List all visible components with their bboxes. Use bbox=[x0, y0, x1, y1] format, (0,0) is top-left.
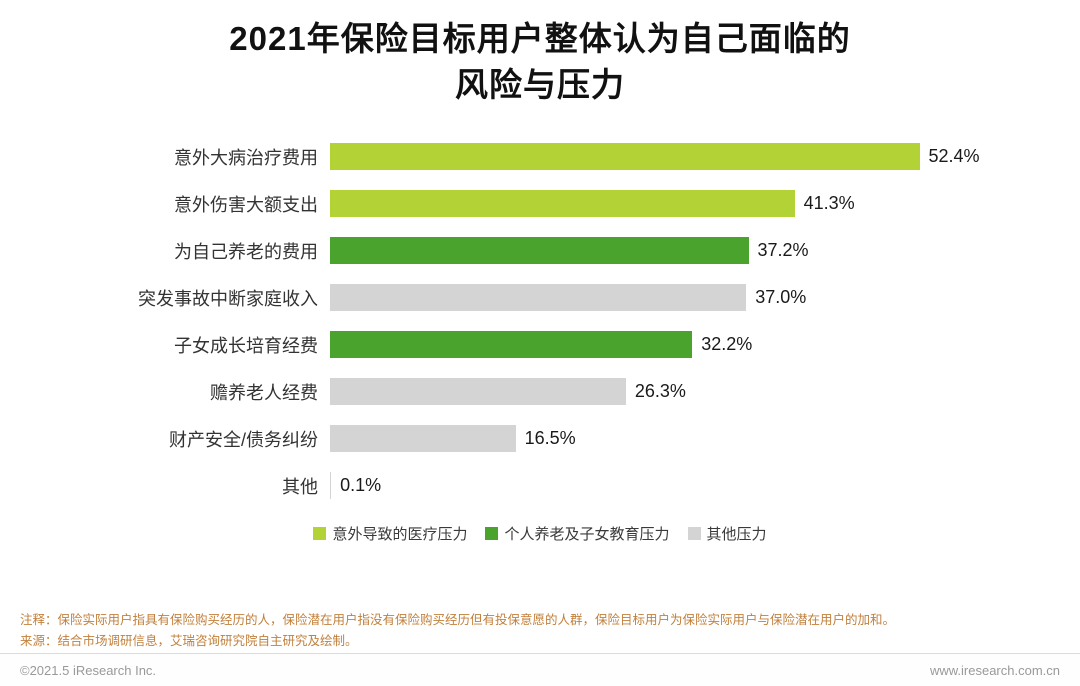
legend-swatch bbox=[313, 527, 327, 541]
category-label: 财产安全/债务纠纷 bbox=[168, 429, 318, 450]
bar-track: 52.4% bbox=[330, 133, 1050, 180]
bar-row: 其他 0.1% bbox=[60, 462, 1050, 509]
value-label: 52.4% bbox=[928, 146, 980, 167]
source-line: 来源：结合市场调研信息，艾瑞咨询研究院自主研究及绘制。 bbox=[20, 633, 358, 648]
bar-row: 财产安全/债务纠纷 16.5% bbox=[60, 415, 1050, 462]
legend-swatch bbox=[485, 527, 499, 541]
footer-website[interactable]: www.iresearch.com.cn bbox=[929, 662, 1060, 678]
legend-label: 意外导致的医疗压力 bbox=[332, 526, 468, 544]
category-label: 子女成长培育经费 bbox=[174, 335, 318, 356]
value-label: 16.5% bbox=[524, 428, 576, 449]
notes-block: 注释：保险实际用户指具有保险购买经历的人，保险潜在用户指没有保险购买经历但有投保… bbox=[20, 610, 1060, 651]
legend-item: 意外导致的医疗压力 bbox=[313, 523, 467, 544]
bar bbox=[330, 190, 795, 218]
bar-row: 子女成长培育经费 32.2% bbox=[60, 321, 1050, 368]
legend-item: 个人养老及子女教育压力 bbox=[485, 523, 670, 544]
category-label: 意外伤害大额支出 bbox=[174, 194, 318, 215]
bar-row: 意外大病治疗费用 52.4% bbox=[60, 133, 1050, 180]
value-label: 37.2% bbox=[757, 240, 809, 261]
bar-track: 37.2% bbox=[330, 227, 1050, 274]
category-label: 其他 bbox=[282, 476, 318, 497]
bar-row: 赡养老人经费 26.3% bbox=[60, 368, 1050, 415]
category-label: 赡养老人经费 bbox=[210, 382, 318, 403]
chart-title: 2021年保险目标用户整体认为自己面临的风险与压力 bbox=[229, 20, 851, 103]
bar-row: 突发事故中断家庭收入 37.0% bbox=[60, 274, 1050, 321]
value-label: 26.3% bbox=[634, 381, 686, 402]
bar-chart: 意外大病治疗费用 52.4% 意外伤害大额支出 41.3% 为自己养老的费用 37.2% 突… bbox=[0, 133, 1080, 509]
bar bbox=[330, 378, 626, 406]
legend-label: 个人养老及子女教育压力 bbox=[504, 526, 670, 544]
bar-track: 37.0% bbox=[330, 274, 1050, 321]
category-label: 意外大病治疗费用 bbox=[174, 147, 318, 168]
value-label: 37.0% bbox=[755, 287, 807, 308]
legend-swatch bbox=[687, 527, 701, 541]
category-label: 为自己养老的费用 bbox=[174, 241, 318, 262]
bar-row: 意外伤害大额支出 41.3% bbox=[60, 180, 1050, 227]
bar bbox=[330, 472, 332, 500]
legend-label: 其他压力 bbox=[706, 526, 767, 544]
bar bbox=[330, 284, 747, 312]
value-label: 0.1% bbox=[340, 475, 382, 496]
bar-rows: 意外大病治疗费用 52.4% 意外伤害大额支出 41.3% 为自己养老的费用 37.2% 突… bbox=[60, 133, 1050, 509]
bar-track: 41.3% bbox=[330, 180, 1050, 227]
bar bbox=[330, 237, 749, 265]
bar bbox=[330, 143, 920, 171]
note-line: 注释：保险实际用户指具有保险购买经历的人，保险潜在用户指没有保险购买经历但有投保… bbox=[20, 613, 896, 627]
bar-track: 26.3% bbox=[330, 368, 1050, 415]
bar bbox=[330, 331, 693, 359]
category-label: 突发事故中断家庭收入 bbox=[138, 288, 318, 309]
bar-track: 0.1% bbox=[330, 462, 1050, 509]
value-label: 32.2% bbox=[701, 334, 753, 355]
report-page: 2021年保险目标用户整体认为自己面临的风险与压力 意外大病治疗费用 52.4% 意… bbox=[0, 16, 1080, 686]
chart-legend: 意外导致的医疗压力 个人养老及子女教育压力 其他压力 bbox=[0, 523, 1080, 544]
bar-track: 32.2% bbox=[330, 321, 1050, 368]
footer-copyright: ©2021.5 iResearch Inc. bbox=[20, 662, 157, 678]
bar bbox=[330, 425, 516, 453]
value-label: 41.3% bbox=[803, 193, 855, 214]
bar-row: 为自己养老的费用 37.2% bbox=[60, 227, 1050, 274]
bar-track: 16.5% bbox=[330, 415, 1050, 462]
legend-item: 其他压力 bbox=[687, 523, 767, 544]
